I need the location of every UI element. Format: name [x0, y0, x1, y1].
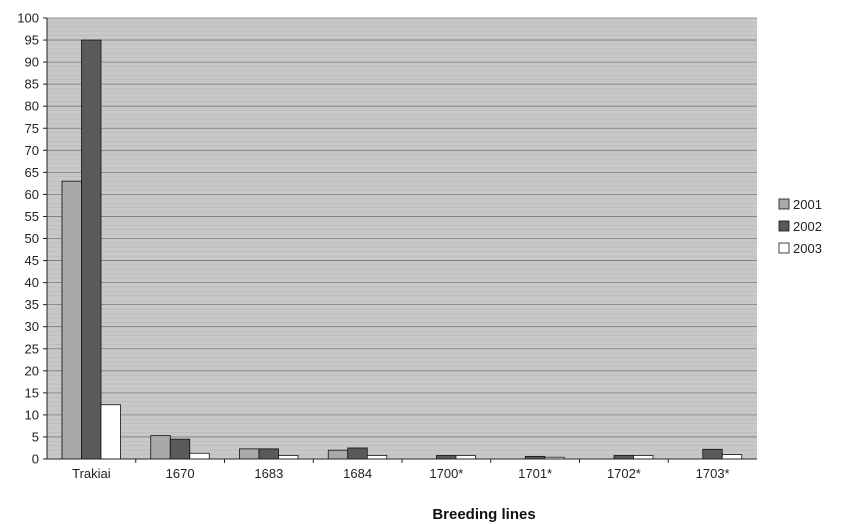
bar-2003-1702star	[633, 455, 654, 460]
legend-label-2003: 2003	[793, 241, 822, 256]
y-tick-label: 40	[25, 275, 39, 290]
bar-2002-1683	[258, 448, 279, 460]
bar-2003-1683	[278, 455, 299, 460]
x-tick-label: 1670	[166, 466, 195, 481]
x-tick-label: 1683	[254, 466, 283, 481]
bar-2001-1683	[239, 448, 260, 460]
y-tick-label: 80	[25, 99, 39, 114]
y-tick-label: 95	[25, 33, 39, 48]
bar-2002-1700star	[436, 455, 457, 460]
legend-swatch-2001	[778, 198, 790, 210]
bar-2001-1684	[327, 449, 349, 460]
bar-2002-1684	[347, 447, 368, 460]
y-tick-label: 50	[25, 231, 39, 246]
y-tick-label: 45	[25, 253, 39, 268]
x-tick-label: 1700*	[429, 466, 463, 481]
y-tick-label: 65	[25, 165, 39, 180]
y-tick-label: 0	[32, 452, 39, 467]
y-tick-label: 85	[25, 77, 39, 92]
y-tick-label: 15	[25, 385, 39, 400]
x-tick-label: 1684	[343, 466, 372, 481]
y-tick-label: 35	[25, 297, 39, 312]
legend-swatch-2003	[778, 242, 790, 254]
y-tick-label: 100	[17, 11, 39, 26]
y-tick-label: 25	[25, 341, 39, 356]
bar-2002-Trakiai	[81, 39, 102, 460]
y-tick-label: 5	[32, 429, 39, 444]
bar-2001-1670	[150, 435, 171, 460]
bar-2002-1703star	[702, 448, 723, 460]
x-tick-label: 1702*	[607, 466, 641, 481]
y-tick-label: 30	[25, 319, 39, 334]
legend: 2001 2002 2003	[778, 197, 822, 256]
x-axis-ticks: Trakiai 1670 1683 1684 1700* 1701* 1702* 1703*	[72, 459, 730, 481]
x-axis-label: Breeding lines	[432, 506, 535, 523]
bar-2002-1670	[169, 438, 191, 460]
bar-2003-Trakiai	[100, 404, 121, 460]
y-tick-label: 90	[25, 55, 39, 70]
bar-2003-1703star	[721, 454, 743, 460]
x-tick-label: 1703*	[696, 466, 730, 481]
bar-2001-Trakiai	[61, 180, 82, 460]
y-tick-label: 75	[25, 121, 39, 136]
bar-2002-1702star	[613, 455, 634, 460]
x-tick-label: Trakiai	[72, 466, 111, 481]
y-tick-label: 70	[25, 143, 39, 158]
bar-2003-1684	[366, 455, 388, 460]
y-tick-label: 60	[25, 187, 39, 202]
bar-2003-1670	[189, 452, 210, 460]
y-axis-ticks: 0 5 10 15 20 25 30 35 40 45 50 55 60 65 70 75 80 85 90 95 10…	[17, 11, 47, 467]
legend-label-2001: 2001	[793, 197, 822, 212]
y-tick-label: 10	[25, 407, 39, 422]
legend-swatch-2002	[778, 220, 790, 232]
y-tick-label: 20	[25, 363, 39, 378]
y-tick-label: 55	[25, 209, 39, 224]
x-tick-label: 1701*	[518, 466, 552, 481]
legend-label-2002: 2002	[793, 219, 822, 234]
bar-2003-1700star	[455, 455, 476, 460]
